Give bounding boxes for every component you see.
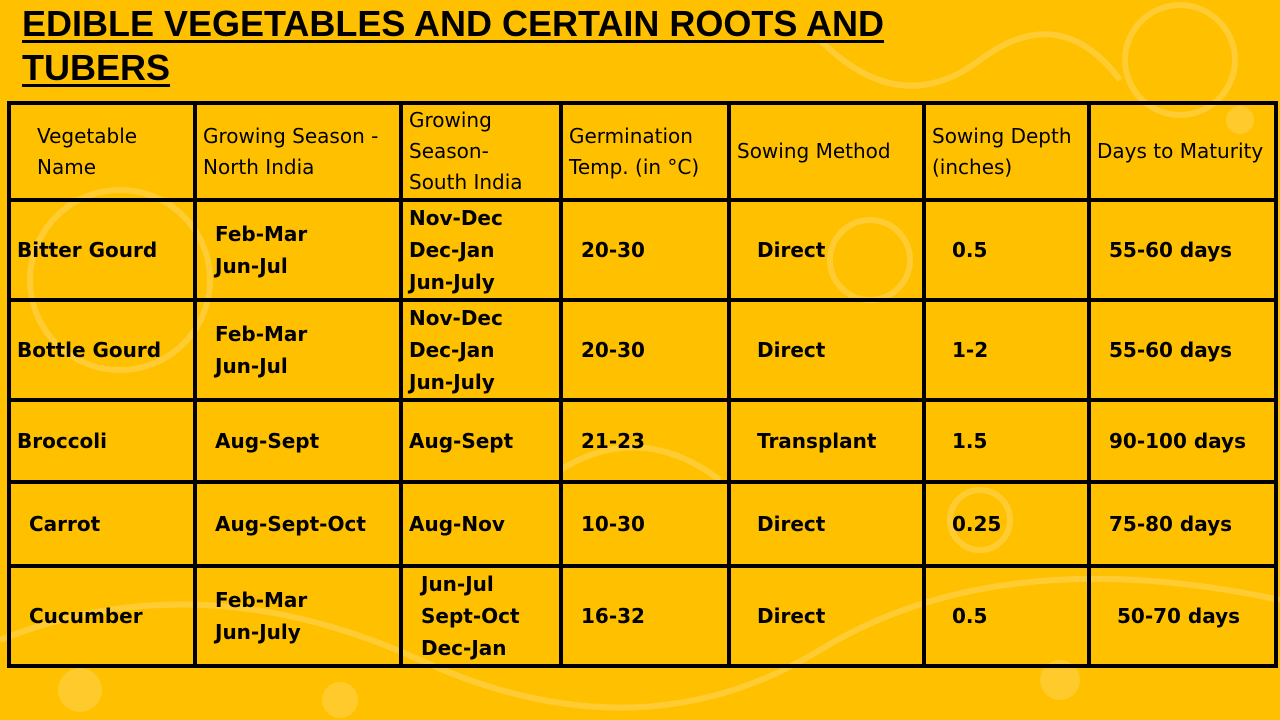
sowing-depth-cell: 1.5 xyxy=(922,398,1091,484)
germination-temp-cell: 20-30 xyxy=(559,198,731,302)
vegetable-name-cell: Bitter Gourd xyxy=(7,198,197,302)
germination-temp-cell: 20-30 xyxy=(559,298,731,402)
days-to-maturity-cell: 75-80 days xyxy=(1087,480,1278,568)
header-vegetable-name: Vegetable Name xyxy=(7,101,197,202)
table-row: Cucumber Feb-Mar Jun-July Jun-Jul Sept-O… xyxy=(7,564,1278,668)
header-season-south: Growing Season- South India xyxy=(399,101,563,202)
season-south-cell: Aug-Sept xyxy=(399,398,563,484)
header-germination-temp: Germination Temp. (in °C) xyxy=(559,101,731,202)
germination-temp-cell: 16-32 xyxy=(559,564,731,668)
germination-temp-cell: 21-23 xyxy=(559,398,731,484)
vegetable-name-cell: Bottle Gourd xyxy=(7,298,197,402)
sowing-depth-cell: 1-2 xyxy=(922,298,1091,402)
season-north-cell: Feb-Mar Jun-July xyxy=(193,564,403,668)
header-sowing-method: Sowing Method xyxy=(727,101,926,202)
sowing-method-cell: Direct xyxy=(727,480,926,568)
sowing-depth-cell: 0.5 xyxy=(922,198,1091,302)
germination-temp-cell: 10-30 xyxy=(559,480,731,568)
table-row: Bottle Gourd Feb-Mar Jun-Jul Nov-Dec Dec… xyxy=(7,298,1278,402)
header-season-north: Growing Season - North India xyxy=(193,101,403,202)
header-days-to-maturity: Days to Maturity xyxy=(1087,101,1278,202)
table-row: Bitter Gourd Feb-Mar Jun-Jul Nov-Dec Dec… xyxy=(7,198,1278,302)
days-to-maturity-cell: 50-70 days xyxy=(1087,564,1278,668)
days-to-maturity-cell: 90-100 days xyxy=(1087,398,1278,484)
header-sowing-depth: Sowing Depth (inches) xyxy=(922,101,1091,202)
season-south-cell: Aug-Nov xyxy=(399,480,563,568)
vegetable-name-cell: Broccoli xyxy=(7,398,197,484)
sowing-method-cell: Direct xyxy=(727,564,926,668)
days-to-maturity-cell: 55-60 days xyxy=(1087,298,1278,402)
table-header-row: Vegetable Name Growing Season - North In… xyxy=(7,101,1278,202)
season-north-cell: Feb-Mar Jun-Jul xyxy=(193,198,403,302)
sowing-method-cell: Direct xyxy=(727,298,926,402)
season-south-cell: Nov-Dec Dec-Jan Jun-July xyxy=(399,198,563,302)
table-row: Carrot Aug-Sept-Oct Aug-Nov 10-30 Direct… xyxy=(7,480,1278,568)
days-to-maturity-cell: 55-60 days xyxy=(1087,198,1278,302)
sowing-depth-cell: 0.25 xyxy=(922,480,1091,568)
sowing-method-cell: Transplant xyxy=(727,398,926,484)
table-row: Broccoli Aug-Sept Aug-Sept 21-23 Transpl… xyxy=(7,398,1278,484)
season-north-cell: Aug-Sept-Oct xyxy=(193,480,403,568)
vegetable-name-cell: Cucumber xyxy=(7,564,197,668)
vegetable-name-cell: Carrot xyxy=(7,480,197,568)
season-north-cell: Aug-Sept xyxy=(193,398,403,484)
slide-title: EDIBLE VEGETABLES AND CERTAIN ROOTS AND … xyxy=(22,3,885,88)
season-south-cell: Nov-Dec Dec-Jan Jun-July xyxy=(399,298,563,402)
sowing-depth-cell: 0.5 xyxy=(922,564,1091,668)
season-north-cell: Feb-Mar Jun-Jul xyxy=(193,298,403,402)
sowing-method-cell: Direct xyxy=(727,198,926,302)
season-south-cell: Jun-Jul Sept-Oct Dec-Jan xyxy=(399,564,563,668)
vegetable-table: Vegetable Name Growing Season - North In… xyxy=(7,101,1278,668)
